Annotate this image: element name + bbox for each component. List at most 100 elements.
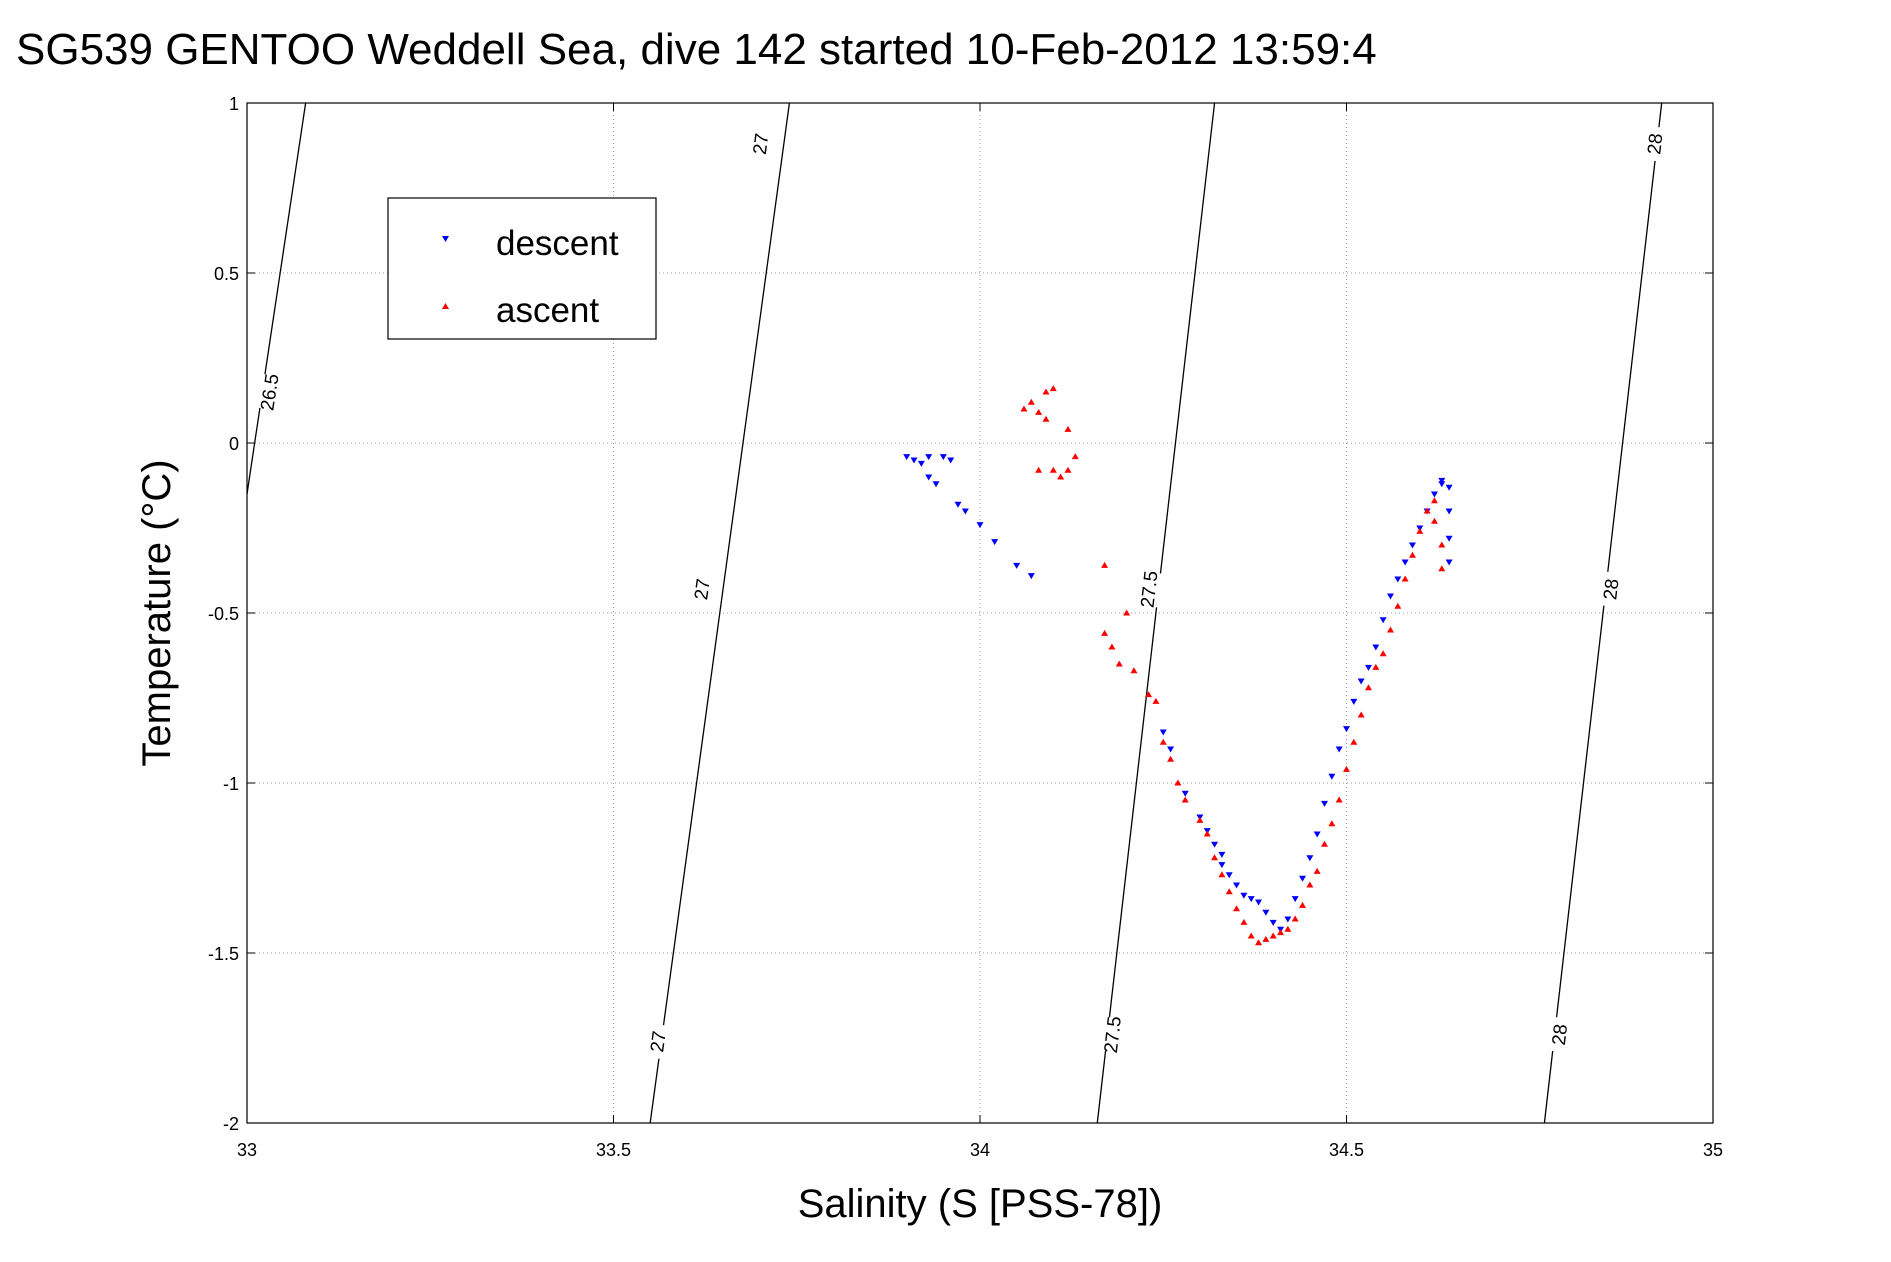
descent-point <box>1445 484 1453 491</box>
ascent-point <box>1350 738 1358 745</box>
descent-point <box>1255 899 1263 906</box>
isopycnal-label: 27 <box>691 578 715 602</box>
ascent-point <box>1299 901 1307 908</box>
descent-series <box>903 454 1453 933</box>
descent-point <box>1430 491 1438 498</box>
descent-point <box>1408 542 1416 549</box>
y-tick-label: -1 <box>223 774 239 794</box>
isopycnal-label-bg <box>1132 570 1165 608</box>
descent-point <box>1379 617 1387 624</box>
descent-point <box>1218 862 1226 869</box>
grid-lines <box>247 103 1713 1123</box>
descent-point <box>1299 875 1307 882</box>
legend: descent ascent <box>387 197 657 340</box>
isopycnal-label: 27.5 <box>1101 1015 1126 1054</box>
ascent-point <box>1277 929 1285 936</box>
descent-point <box>1335 746 1343 753</box>
ascent-point <box>1416 527 1424 534</box>
ascent-point <box>1284 925 1292 932</box>
isopycnal-label-bg <box>1096 1016 1128 1054</box>
y-tick-label: 0 <box>229 434 239 454</box>
descent-point <box>1372 644 1380 651</box>
descent-point <box>925 474 933 481</box>
ascent-point <box>1181 796 1189 803</box>
ascent-point <box>1255 939 1263 946</box>
x-axis-label: Salinity (S [PSS-78]) <box>798 1182 1163 1226</box>
y-tick-label: -2 <box>223 1114 239 1134</box>
ascent-point <box>1306 881 1314 888</box>
chart-title: SG539 GENTOO Weddell Sea, dive 142 start… <box>16 25 1377 74</box>
descent-point <box>976 522 984 529</box>
axis-ticks: 33 33.5 34 34.5 35 -2 -1.5 -1 -0.5 0 0.5 1 <box>208 94 1723 1160</box>
ascent-point <box>1167 755 1175 762</box>
descent-point <box>1445 535 1453 542</box>
ascent-point <box>1233 905 1241 912</box>
ascent-point <box>1108 643 1116 650</box>
x-tick-label: 35 <box>1703 1140 1723 1160</box>
isopycnal-label-bg <box>641 1022 674 1061</box>
ascent-point <box>1101 629 1109 636</box>
descent-point <box>1401 559 1409 566</box>
ascent-point <box>1115 660 1123 667</box>
ascent-point <box>1430 517 1438 524</box>
isopycnal-label-bg <box>1543 1016 1575 1054</box>
ascent-point <box>1130 667 1138 674</box>
isopycnal-label: 28 <box>1549 1023 1572 1046</box>
descent-point <box>1445 559 1453 566</box>
ascent-point <box>1269 932 1277 939</box>
descent-point <box>947 457 955 464</box>
isopycnal-label-bg <box>1594 570 1627 608</box>
ascent-point <box>1240 918 1248 925</box>
descent-point <box>1438 481 1446 488</box>
descent-point <box>954 501 962 508</box>
ascent-point <box>1196 816 1204 823</box>
descent-point <box>1013 562 1021 569</box>
isopycnal-label: 27.5 <box>1138 570 1163 609</box>
descent-point <box>1350 698 1358 705</box>
ascent-point <box>1145 691 1153 698</box>
legend-box <box>387 197 657 340</box>
ascent-point <box>1430 497 1438 504</box>
ascent-point <box>1394 602 1402 609</box>
descent-point <box>1386 593 1394 600</box>
x-tick-label: 34.5 <box>1329 1140 1364 1160</box>
ascent-point <box>1379 650 1387 657</box>
ascent-series <box>1020 385 1446 946</box>
legend-ascent-marker <box>442 303 449 309</box>
legend-ascent-label: ascent <box>496 291 599 330</box>
ascent-point <box>1101 561 1109 568</box>
ascent-point <box>1438 565 1446 572</box>
ascent-point <box>1262 935 1270 942</box>
x-tick-label: 33 <box>237 1140 257 1160</box>
y-tick-label: -0.5 <box>208 604 239 624</box>
ascent-point <box>1071 453 1079 460</box>
ascent-point <box>1386 626 1394 633</box>
ascent-point <box>1203 830 1211 837</box>
legend-descent-label: descent <box>496 224 619 263</box>
ascent-point <box>1225 888 1233 895</box>
ascent-point <box>1174 779 1182 786</box>
y-tick-label: -1.5 <box>208 944 239 964</box>
ascent-point <box>1049 466 1057 473</box>
y-tick-label: 0.5 <box>214 264 239 284</box>
ascent-point <box>1328 820 1336 827</box>
isopycnal-label-bg <box>252 373 286 411</box>
descent-point <box>1357 678 1365 685</box>
descent-point <box>1438 477 1446 484</box>
descent-point <box>939 454 947 461</box>
isopycnal-line <box>649 102 791 1124</box>
ascent-point <box>1218 871 1226 878</box>
ascent-point <box>1343 765 1350 772</box>
isopycnal-label: 28 <box>1600 578 1623 601</box>
y-tick-label: 1 <box>229 94 239 114</box>
ascent-point <box>1438 541 1446 548</box>
descent-point <box>1233 882 1241 889</box>
descent-point <box>1167 746 1175 753</box>
x-tick-label: 33.5 <box>596 1140 631 1160</box>
ascent-point <box>1335 796 1343 803</box>
x-tick-label: 34 <box>970 1140 990 1160</box>
descent-point <box>932 481 940 488</box>
descent-point <box>903 454 911 461</box>
ascent-point <box>1057 473 1065 480</box>
